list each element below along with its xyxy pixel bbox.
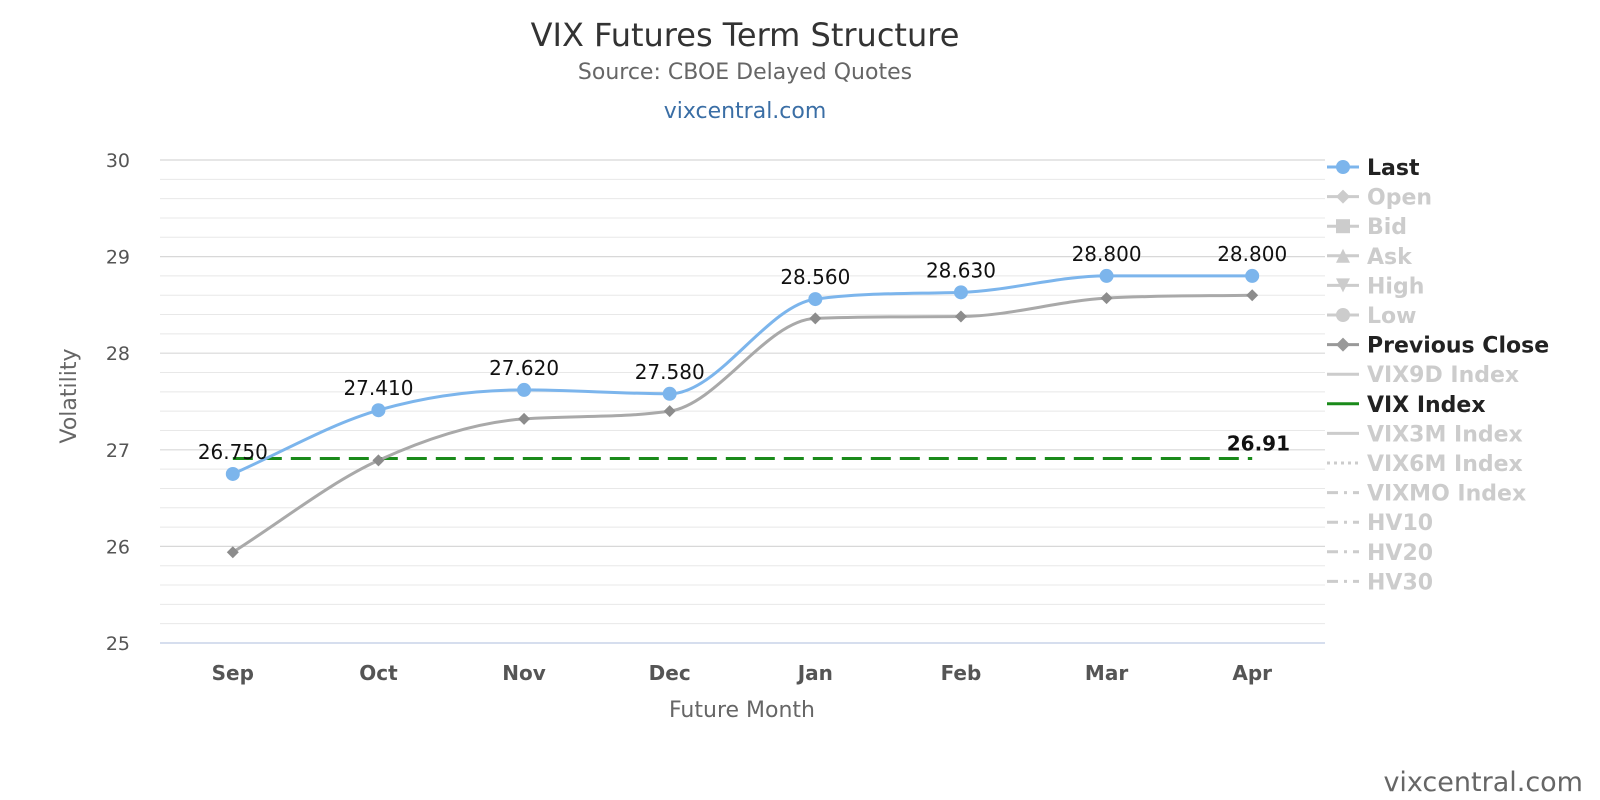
last-data-label: 27.620 — [489, 356, 559, 380]
legend-label: Bid — [1367, 215, 1407, 240]
y-tick-label: 27 — [106, 440, 130, 462]
x-tick-label: Mar — [1085, 661, 1128, 685]
x-tick-label: Feb — [941, 661, 982, 685]
previous-close-point — [809, 312, 822, 325]
legend-symbol — [1336, 337, 1350, 352]
x-tick-label: Apr — [1232, 661, 1272, 685]
previous-close-point — [954, 310, 967, 323]
legend-label: High — [1367, 274, 1424, 299]
x-tick-label: Nov — [502, 661, 546, 685]
legend-label: HV10 — [1367, 511, 1433, 536]
previous-close-point — [1100, 292, 1113, 305]
legend-item[interactable]: VIXMO Index — [1327, 482, 1526, 507]
legend-symbol — [1336, 219, 1350, 234]
legend-label: Last — [1367, 156, 1420, 181]
credit-link[interactable]: vixcentral.com — [1383, 767, 1583, 798]
vix-index-series: 26.91 — [232, 431, 1290, 460]
previous-close-point — [226, 546, 239, 559]
x-tick-label: Sep — [212, 661, 254, 685]
previous-close-series — [226, 289, 1259, 559]
y-tick-label: 26 — [106, 536, 130, 558]
vix-index-label: 26.91 — [1227, 431, 1290, 455]
previous-close-point — [372, 454, 385, 467]
legend-label: Previous Close — [1367, 334, 1549, 359]
previous-close-point — [1246, 289, 1259, 302]
legend-label: HV30 — [1367, 570, 1433, 595]
legend-label: VIX Index — [1367, 393, 1486, 418]
last-data-label: 28.630 — [926, 258, 996, 282]
legend-item[interactable]: Bid — [1327, 215, 1407, 240]
legend-item[interactable]: VIX6M Index — [1327, 452, 1523, 477]
site-link[interactable]: vixcentral.com — [664, 99, 827, 124]
last-data-label: 27.410 — [343, 376, 413, 400]
x-axis-title: Future Month — [669, 698, 815, 723]
last-point — [1099, 268, 1114, 283]
legend-label: VIX6M Index — [1367, 452, 1523, 477]
last-data-label: 26.750 — [198, 440, 268, 464]
legend-label: Open — [1367, 186, 1432, 211]
legend-label: Low — [1367, 304, 1416, 329]
last-series — [225, 268, 1260, 481]
last-point — [662, 386, 677, 401]
legend-item[interactable]: HV30 — [1327, 570, 1433, 595]
legend-item[interactable]: HV20 — [1327, 541, 1433, 566]
legend-item[interactable]: VIX9D Index — [1327, 363, 1519, 388]
y-tick-label: 30 — [106, 150, 130, 172]
legend-item[interactable]: Last — [1327, 156, 1420, 181]
legend-label: Ask — [1367, 245, 1413, 270]
last-point — [371, 403, 386, 418]
y-tick-label: 25 — [106, 633, 130, 655]
last-point — [517, 382, 532, 397]
last-point — [953, 285, 968, 300]
x-axis-ticks: Sep Oct Nov Dec Jan Feb Mar Apr — [212, 661, 1272, 685]
last-data-label: 28.560 — [780, 265, 850, 289]
legend-symbol — [1336, 248, 1350, 263]
legend-label: HV20 — [1367, 541, 1433, 566]
grid-lines — [160, 159, 1325, 644]
legend-symbol — [1336, 160, 1350, 174]
data-labels: 26.750 27.410 27.620 27.580 28.560 28.630 28.8… — [198, 242, 1287, 464]
legend-item[interactable]: VIX3M Index — [1327, 422, 1523, 447]
last-data-label: 28.800 — [1217, 242, 1287, 266]
legend-item[interactable]: Previous Close — [1327, 334, 1549, 359]
chart-title: VIX Futures Term Structure — [531, 16, 960, 54]
previous-close-line — [232, 293, 1253, 554]
last-line — [232, 274, 1253, 476]
legend-symbol — [1336, 189, 1350, 204]
x-tick-label: Jan — [796, 661, 833, 685]
previous-close-point — [518, 412, 531, 425]
last-data-label: 28.800 — [1072, 242, 1142, 266]
legend-item[interactable]: High — [1327, 274, 1424, 299]
last-data-label: 27.580 — [635, 360, 705, 384]
previous-close-point — [663, 405, 676, 418]
legend-item[interactable]: VIX Index — [1327, 393, 1486, 418]
last-point — [225, 466, 240, 481]
legend-item[interactable]: Ask — [1327, 245, 1413, 270]
legend-item[interactable]: HV10 — [1327, 511, 1433, 536]
legend-label: VIX9D Index — [1367, 363, 1519, 388]
y-tick-label: 28 — [106, 343, 130, 365]
x-tick-label: Dec — [649, 661, 691, 685]
legend-label: VIX3M Index — [1367, 422, 1523, 447]
y-axis-ticks: 25 26 27 28 29 30 — [106, 150, 130, 655]
legend-label: VIXMO Index — [1367, 482, 1526, 507]
y-axis-title: Volatility — [57, 348, 82, 443]
legend-item[interactable]: Open — [1327, 186, 1432, 211]
last-point — [808, 292, 823, 307]
legend-symbol — [1336, 278, 1350, 293]
legend-symbol — [1336, 308, 1350, 322]
legend-item[interactable]: Low — [1327, 304, 1416, 329]
legend: Last Open Bid Ask High Low Previous Close VIX9D… — [1327, 156, 1549, 595]
x-tick-label: Oct — [359, 661, 398, 685]
y-tick-label: 29 — [106, 247, 130, 269]
chart-subtitle: Source: CBOE Delayed Quotes — [578, 60, 912, 85]
last-point — [1245, 268, 1260, 283]
